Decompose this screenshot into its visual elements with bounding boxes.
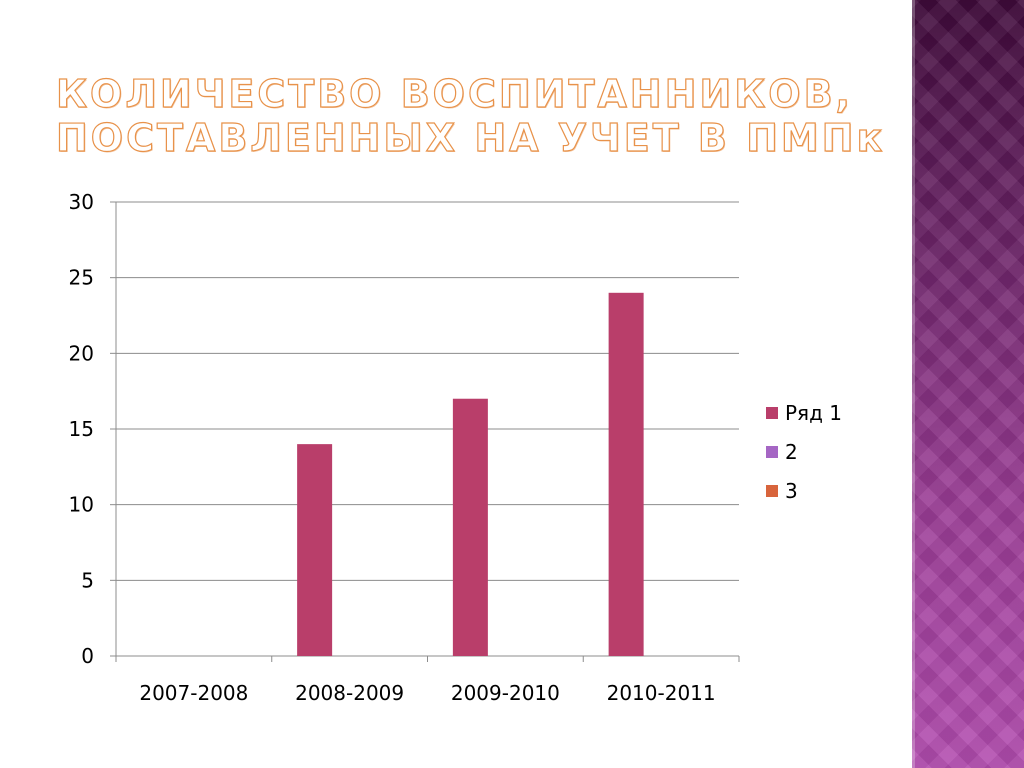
legend-swatch <box>766 485 778 497</box>
y-axis-ticks: 0 5 10 15 20 25 30 <box>69 190 116 668</box>
x-axis-ticks: 2007-2008 2008-2009 2009-2010 2010-2011 <box>115 656 740 705</box>
title-line-1: КОЛИЧЕСТВО ВОСПИТАННИКОВ, <box>55 71 853 116</box>
y-tick-label: 25 <box>69 266 94 290</box>
y-tick-label: 20 <box>69 341 94 365</box>
title-line-2: ПОСТАВЛЕННЫХ НА УЧЕТ В ПМПк <box>55 115 886 160</box>
legend-swatch <box>766 446 778 458</box>
legend-label: 3 <box>785 479 798 503</box>
legend-label: 2 <box>785 440 798 464</box>
x-tick-label: 2007-2008 <box>139 681 248 705</box>
bars <box>297 292 644 656</box>
decorative-side-panel <box>912 0 1024 768</box>
y-tick-label: 5 <box>81 568 94 592</box>
y-tick-label: 0 <box>81 644 94 668</box>
bar <box>297 444 333 656</box>
y-tick-label: 30 <box>69 190 94 214</box>
y-tick-label: 10 <box>69 493 94 517</box>
x-tick-label: 2010-2011 <box>607 681 716 705</box>
x-tick-label: 2009-2010 <box>451 681 560 705</box>
x-tick-label: 2008-2009 <box>295 681 404 705</box>
bar-chart: 0 5 10 15 20 25 30 2007-2008 2008-2009 2009-2010… <box>69 190 842 705</box>
bar <box>452 398 488 656</box>
y-tick-label: 15 <box>69 417 94 441</box>
legend-swatch <box>766 407 778 419</box>
bar <box>608 292 644 656</box>
legend-label: Ряд 1 <box>785 401 842 425</box>
legend: Ряд 1 2 3 <box>766 401 842 503</box>
page-title: КОЛИЧЕСТВО ВОСПИТАННИКОВ, ПОСТАВЛЕННЫХ Н… <box>55 71 896 160</box>
gridlines <box>116 201 739 581</box>
